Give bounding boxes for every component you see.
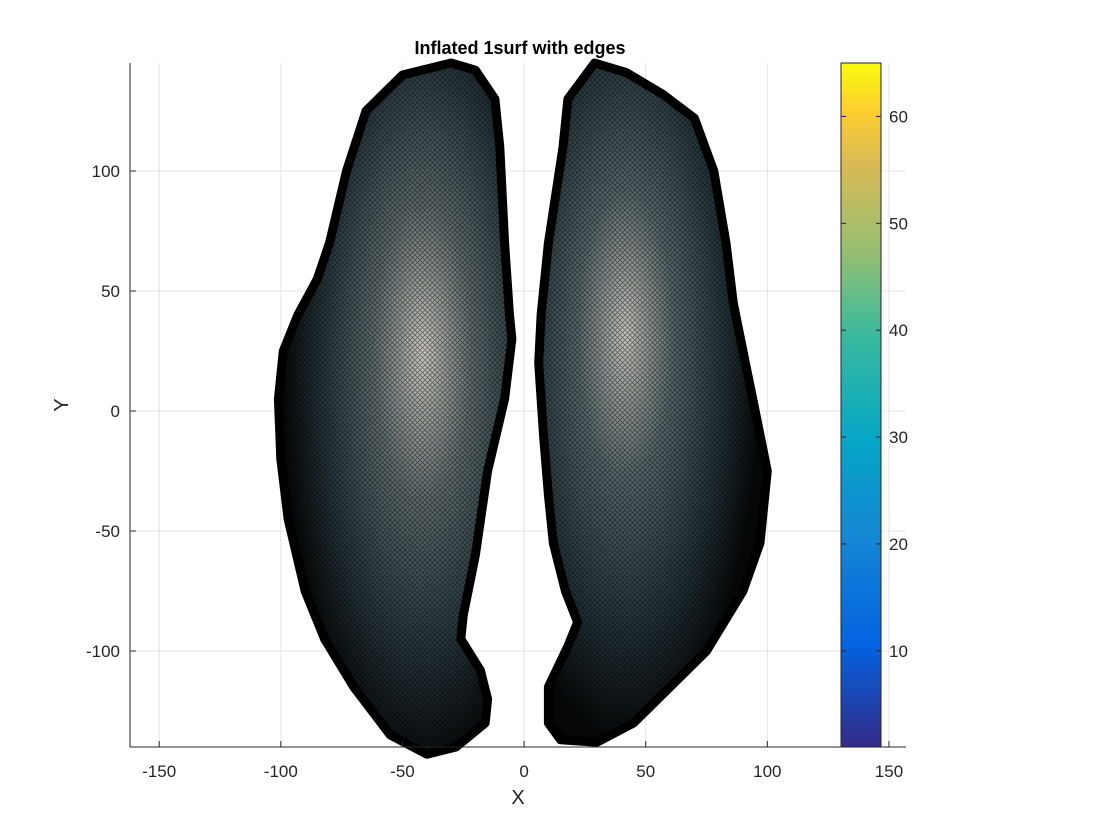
x-tick-label: 150 <box>875 762 903 781</box>
x-tick-label: 0 <box>519 762 528 781</box>
x-tick-label: 50 <box>636 762 655 781</box>
axes <box>129 63 906 748</box>
colorbar-tick-label: 10 <box>889 642 908 661</box>
y-tick-label: -100 <box>86 642 120 661</box>
x-axis-label: X <box>511 787 524 809</box>
x-tick-label: 100 <box>753 762 781 781</box>
x-tick-label: -100 <box>264 762 298 781</box>
chart-title: Inflated 1surf with edges <box>414 38 625 58</box>
colorbar-tick-label: 60 <box>889 107 908 126</box>
x-tick-label: -150 <box>142 762 176 781</box>
colorbar: 10 20 30 40 50 60 <box>840 62 908 748</box>
colorbar-fill <box>840 62 882 748</box>
x-tick-marks: -150 -100 -50 0 50 100 150 <box>142 741 903 781</box>
right-hemisphere-surface <box>534 58 772 747</box>
y-tick-label: 0 <box>111 402 120 421</box>
y-axis-label: Y <box>51 398 73 411</box>
left-hemisphere-mesh <box>278 63 512 755</box>
x-tick-label: -50 <box>390 762 415 781</box>
y-tick-label: 100 <box>92 162 120 181</box>
colorbar-tick-label: 20 <box>889 535 908 554</box>
surfaces <box>273 58 772 759</box>
y-tick-label: -50 <box>95 522 120 541</box>
left-hemisphere-surface <box>273 58 517 759</box>
colorbar-ticks: 10 20 30 40 50 60 <box>841 107 908 661</box>
y-tick-marks: -100 -50 0 50 100 <box>86 162 136 661</box>
right-hemisphere-mesh <box>538 63 768 743</box>
grid-lines <box>130 63 906 747</box>
y-tick-label: 50 <box>101 282 120 301</box>
colorbar-tick-label: 40 <box>889 321 908 340</box>
colorbar-tick-label: 30 <box>889 428 908 447</box>
colorbar-tick-label: 50 <box>889 214 908 233</box>
